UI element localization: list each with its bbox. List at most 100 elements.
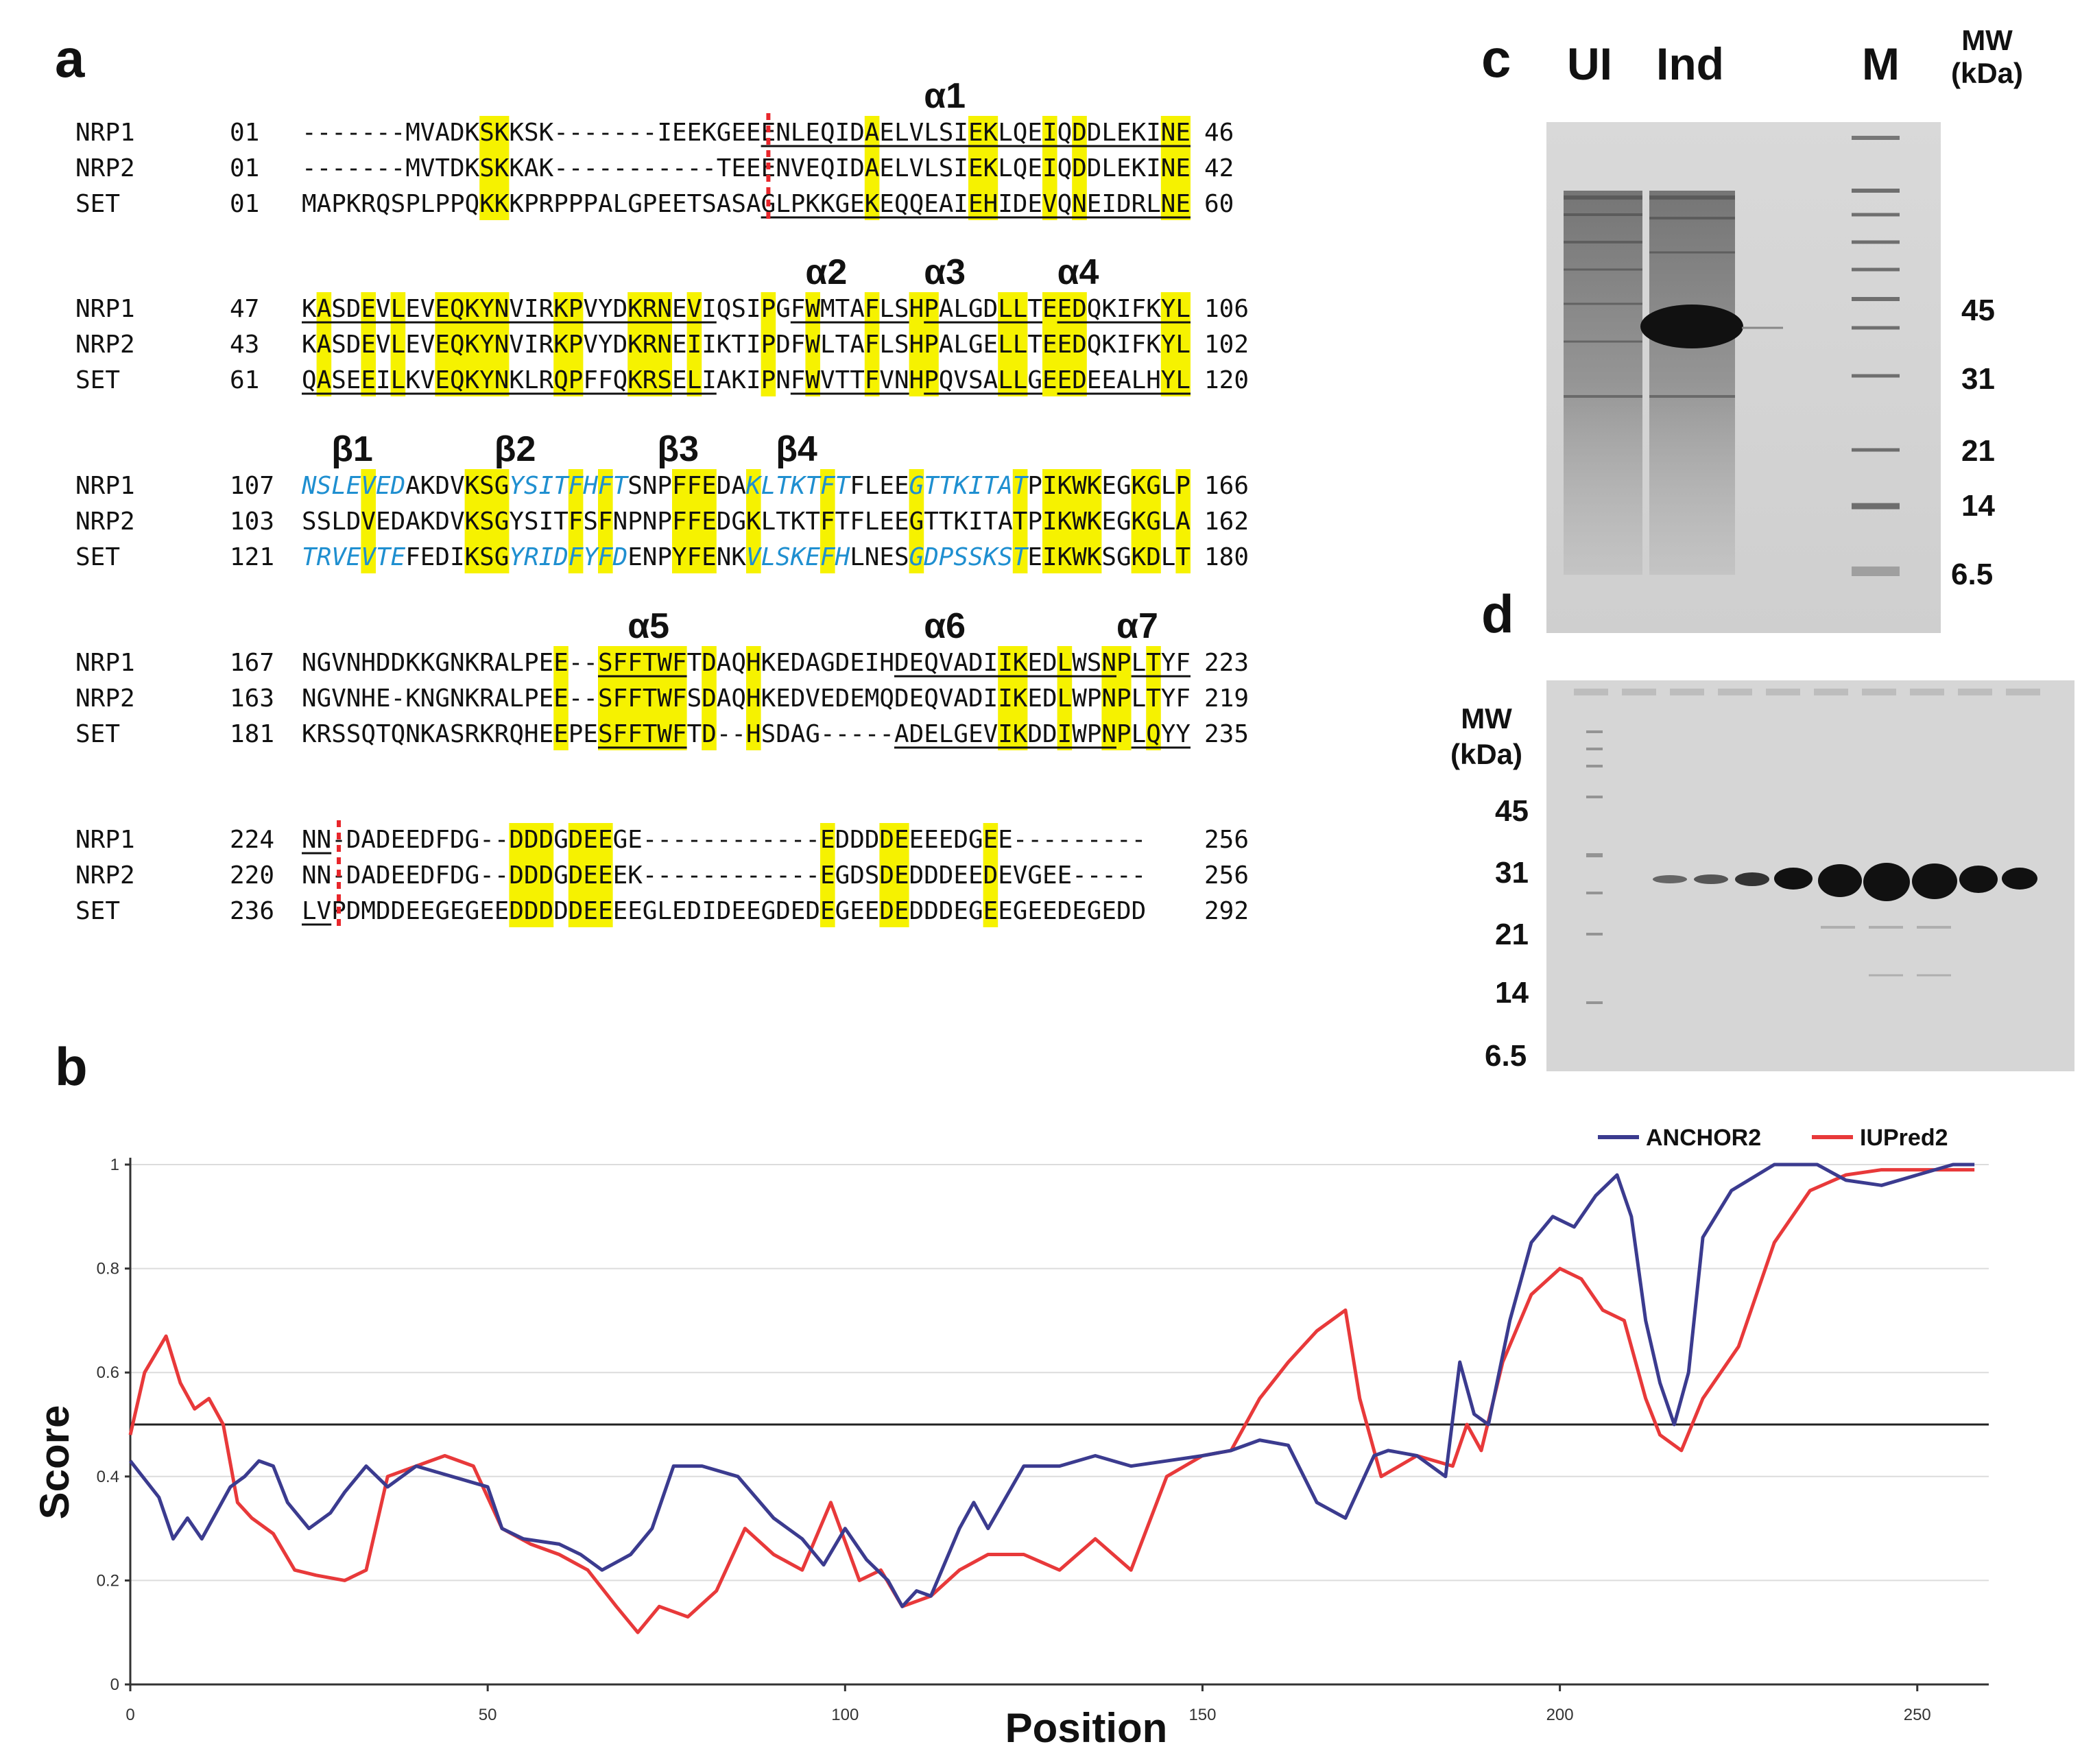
- panel-label-b: b: [55, 1036, 88, 1097]
- sequence-start: 121: [230, 543, 274, 571]
- sequence-start: 236: [230, 897, 274, 925]
- conservation-highlight: [553, 646, 569, 750]
- sequence-residues: NN-DADEEDFDG--DDDGDEEEK------------EGDSD…: [302, 861, 1146, 890]
- sequence-residues: KASDEVLEVEQKYNVIRKPVYDKRNEVIQSIPGFWMTAFL…: [302, 295, 1191, 323]
- x-tick-label: 50: [479, 1706, 497, 1724]
- y-tick-label: 0.2: [97, 1571, 119, 1590]
- secondary-structure-label: β4: [776, 429, 817, 469]
- conservation-highlight: [746, 646, 761, 750]
- gel-c-lane-ui: UI: [1567, 38, 1612, 89]
- sequence-residues: TRVEVTEFEDIKSGYRIDFYFDENPYFENKVLSKEFHLNE…: [302, 543, 1191, 571]
- sequence-residues: QASEEILKVEQKYNKLRQPFFQKRSELIAKIPNFWVTTFV…: [302, 366, 1191, 394]
- secondary-structure-label: α6: [924, 606, 966, 646]
- conservation-highlight: [968, 116, 998, 220]
- sequence-start: 107: [230, 472, 274, 500]
- sequence-end: 102: [1204, 331, 1249, 359]
- sequence-end: 219: [1204, 684, 1249, 713]
- sequence-end: 180: [1204, 543, 1249, 571]
- disorder-score-chart: ANCHOR2 IUPred2 Position Score 0 0.2 0.4 0.…: [32, 1125, 1989, 1751]
- y-tick-label: 1: [110, 1156, 119, 1174]
- conservation-highlight: [1057, 646, 1073, 750]
- plot-area: 0 0.2 0.4 0.6 0.8 1 0 50 100 150 200 250: [97, 1156, 1989, 1724]
- sequence-name: SET: [75, 190, 120, 218]
- y-tick-label: 0: [110, 1676, 119, 1694]
- conservation-highlight: [568, 469, 584, 573]
- conservation-highlight: [820, 469, 835, 573]
- sequence-name: NRP1: [75, 649, 135, 677]
- sequence-residues: KASDEVLEVEQKYNVIRKPVYDKRNEIIKTIPDFWLTAFL…: [302, 331, 1191, 359]
- conservation-highlight: [805, 292, 820, 396]
- x-tick-label: 0: [125, 1706, 134, 1724]
- sequence-name: NRP1: [75, 826, 135, 854]
- legend-label-iupred2: IUPred2: [1860, 1125, 1948, 1151]
- conservation-highlight: [1175, 469, 1191, 573]
- conservation-highlight: [672, 469, 717, 573]
- x-tick-label: 200: [1546, 1706, 1574, 1724]
- sequence-name: NRP2: [75, 154, 135, 182]
- sequence-start: 167: [230, 649, 274, 677]
- conservation-highlight: [361, 292, 376, 396]
- sequence-name: SET: [75, 897, 120, 925]
- conservation-highlight: [390, 292, 406, 396]
- conservation-highlight: [686, 292, 702, 396]
- conservation-highlight: [1042, 292, 1087, 396]
- alignment-block: NRP1 224 NN-DADEEDFDG--DDDGDEEGE----------…: [75, 820, 1249, 931]
- gel-d-image: [1546, 680, 2074, 1071]
- conservation-highlight: [316, 292, 332, 396]
- sequence-end: 256: [1204, 826, 1249, 854]
- sequence-end: 292: [1204, 897, 1249, 925]
- sequence-residues: NGVNHDDKKGNKRALPEE--SFFTWFTDAQHKEDAGDEIH…: [302, 649, 1191, 677]
- conservation-highlight: [998, 292, 1028, 396]
- secondary-structure-label: α2: [805, 252, 847, 292]
- sequence-name: NRP2: [75, 684, 135, 713]
- conservation-highlight: [568, 823, 613, 927]
- gel-d-marker-6.5: 6.5: [1485, 1039, 1527, 1073]
- sequence-residues: MAPKRQSPLPPQKKKPRPPPALGPEETSASAGLPKKGEKE…: [302, 190, 1191, 218]
- conservation-highlight: [746, 469, 761, 573]
- series-line-anchor2: [129, 1163, 1975, 1608]
- conservation-highlight: [553, 292, 584, 396]
- conservation-highlight: [598, 469, 613, 573]
- gel-c-marker-6.5: 6.5: [1951, 558, 1994, 591]
- alignment-block: α1 NRP1 01 -------MVADKSKKSK-------IEEKGEEE…: [75, 76, 1234, 224]
- conservation-highlight: [598, 646, 687, 750]
- legend-label-anchor2: ANCHOR2: [1646, 1125, 1761, 1151]
- sequence-residues: NN-DADEEDFDG--DDDGDEEGE------------EDDDD…: [302, 826, 1146, 854]
- sequence-end: 60: [1204, 190, 1234, 218]
- y-axis-title: Score: [32, 1405, 77, 1520]
- sequence-name: NRP1: [75, 472, 135, 500]
- sequence-residues: SSLDVEDAKDVKSGYSITFSFNPNPFFEDGKLTKTFTFLE…: [302, 508, 1191, 536]
- sequence-start: 01: [230, 190, 259, 218]
- x-tick-label: 150: [1188, 1706, 1216, 1724]
- secondary-structure-label: α7: [1116, 606, 1158, 646]
- secondary-structure-label: α1: [924, 76, 966, 116]
- sequence-start: 47: [230, 295, 259, 323]
- sequence-residues: KRSSQTQNKASRKRQHEEPESFFTWFTD--HSDAG-----…: [302, 720, 1191, 748]
- y-tick-label: 0.4: [97, 1468, 119, 1486]
- panel-label-c: c: [1481, 28, 1511, 88]
- conservation-highlight: [509, 823, 554, 927]
- sequence-name: SET: [75, 720, 120, 748]
- sequence-residues: LVPDMDDEEGEGEEDDDDDEEEEGLEDIDEEGDEDEGEED…: [302, 897, 1146, 925]
- gel-d-marker-21: 21: [1495, 918, 1529, 951]
- sequence-start: 103: [230, 508, 274, 536]
- gel-c-marker-14: 14: [1961, 489, 1995, 523]
- conservation-highlight: [1160, 116, 1191, 220]
- secondary-structure-label: α3: [924, 252, 966, 292]
- gel-c-mw-title: MW (kDa): [1951, 24, 2024, 89]
- gel-d-mw-title: MW (kDa): [1450, 702, 1523, 770]
- conservation-highlight: [1101, 646, 1132, 750]
- gel-c-marker-21: 21: [1961, 434, 1995, 468]
- sequence-name: NRP2: [75, 508, 135, 536]
- sequence-residues: NSLEVEDAKDVKSGYSITFHFTSNPFFEDAKLTKTFTFLE…: [301, 472, 1191, 500]
- sequence-start: 224: [230, 826, 274, 854]
- conservation-highlight: [464, 469, 510, 573]
- sequence-end: 162: [1204, 508, 1249, 536]
- conservation-highlight: [435, 292, 510, 396]
- sequence-start: 181: [230, 720, 274, 748]
- sequence-end: 166: [1204, 472, 1249, 500]
- alignment-block: α5 α6 α7 NRP1 167 NGVNHDDKKGNKRALPEE--SFFTWFT…: [75, 606, 1249, 750]
- sequence-start: 43: [230, 331, 259, 359]
- sequence-end: 235: [1204, 720, 1249, 748]
